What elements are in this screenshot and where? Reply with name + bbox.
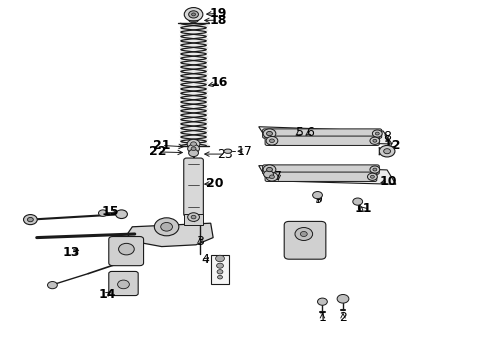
Circle shape [267,131,272,136]
Circle shape [189,149,198,157]
Circle shape [191,215,196,219]
FancyBboxPatch shape [184,158,203,216]
Circle shape [372,130,382,137]
Circle shape [216,255,224,262]
Text: 21: 21 [153,139,171,152]
Text: 6: 6 [264,165,271,177]
Circle shape [370,166,380,173]
Circle shape [373,168,377,171]
Circle shape [184,8,203,21]
Circle shape [270,139,274,143]
Text: 4: 4 [202,253,210,266]
Text: 22: 22 [149,145,167,158]
Circle shape [119,243,134,255]
Polygon shape [259,166,396,184]
Ellipse shape [224,149,232,153]
FancyBboxPatch shape [263,129,382,138]
Bar [184,214,203,225]
Text: 2: 2 [339,311,347,324]
Circle shape [270,175,274,179]
Circle shape [27,217,33,222]
Circle shape [337,294,349,303]
Circle shape [188,213,199,221]
Text: 12: 12 [383,139,401,152]
Text: 8: 8 [383,130,391,143]
Circle shape [263,165,276,174]
Circle shape [318,298,327,305]
Text: 9: 9 [315,193,322,206]
Circle shape [98,210,107,216]
Circle shape [379,145,395,157]
Circle shape [375,132,379,135]
Circle shape [370,175,374,178]
Circle shape [384,149,391,154]
Text: 14: 14 [98,288,116,301]
FancyBboxPatch shape [263,165,379,174]
Text: 19: 19 [209,7,227,20]
Circle shape [300,231,307,237]
Bar [211,255,229,284]
Circle shape [313,192,322,199]
Text: 20: 20 [206,177,223,190]
Text: 6: 6 [306,126,314,139]
Circle shape [264,171,273,178]
FancyBboxPatch shape [109,271,138,296]
Text: 23: 23 [218,148,233,161]
Circle shape [192,13,196,16]
Circle shape [267,167,272,172]
Text: 16: 16 [211,76,228,89]
Circle shape [48,282,57,289]
Ellipse shape [189,17,198,23]
Circle shape [266,136,278,145]
Text: 13: 13 [62,246,80,259]
Circle shape [24,215,37,225]
Text: 11: 11 [355,202,372,215]
Circle shape [161,222,172,231]
Text: 1: 1 [318,311,326,324]
Circle shape [118,280,129,289]
Circle shape [373,139,377,142]
Text: 7: 7 [274,170,282,183]
Circle shape [191,142,196,146]
FancyBboxPatch shape [109,237,144,266]
Text: 10: 10 [379,175,397,188]
Circle shape [263,129,276,138]
Circle shape [191,147,196,150]
Text: 15: 15 [101,205,119,218]
Circle shape [266,172,278,181]
Text: 3: 3 [196,235,204,248]
Circle shape [188,144,199,153]
FancyBboxPatch shape [265,172,377,181]
Circle shape [217,263,223,268]
Circle shape [368,173,377,180]
Circle shape [370,137,380,144]
FancyBboxPatch shape [265,136,379,145]
Text: 18: 18 [209,14,227,27]
Circle shape [217,270,223,274]
Polygon shape [259,127,392,144]
Circle shape [187,139,200,149]
Circle shape [116,210,127,219]
Circle shape [154,218,179,236]
Circle shape [218,275,222,279]
Circle shape [295,228,313,240]
Circle shape [189,11,198,18]
Text: 17: 17 [237,145,253,158]
FancyBboxPatch shape [284,221,326,259]
Polygon shape [127,223,213,247]
Text: 5: 5 [296,126,304,139]
Circle shape [353,198,363,205]
